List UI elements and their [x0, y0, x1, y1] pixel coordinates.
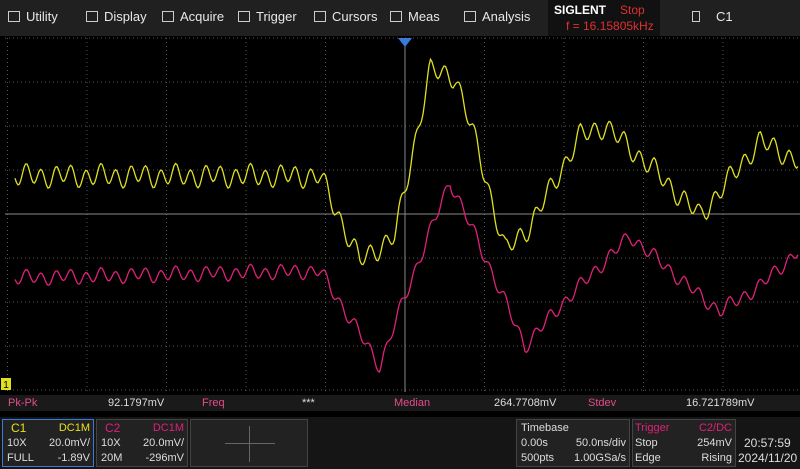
trigger-source: C2/DC: [698, 422, 732, 434]
clock-time: 20:57:59: [744, 436, 791, 450]
ch-offset: -1.89V: [57, 452, 90, 464]
waveform-display: 1: [1, 37, 800, 392]
trace-c2: [14, 185, 799, 373]
meas-label: Stdev: [588, 397, 617, 409]
add-channel[interactable]: [190, 419, 308, 467]
menu-display[interactable]: Display: [86, 9, 147, 24]
menu-meas[interactable]: Meas: [390, 9, 440, 24]
timebase-points: 500pts: [521, 452, 555, 464]
grid: [5, 37, 800, 392]
menu-label: Acquire: [180, 9, 225, 24]
timebase-box[interactable]: Timebase 0.00s 50.0ns/div 500pts 1.00GSa…: [516, 419, 630, 467]
menu-analysis[interactable]: Analysis: [464, 9, 530, 24]
menu-label: Meas: [408, 9, 440, 24]
ch-offset: -296mV: [145, 452, 184, 464]
timebase-delay: 0.00s: [521, 437, 548, 449]
trigger-title: Trigger: [635, 422, 670, 434]
ch-name: C2: [105, 421, 121, 435]
ch-coupling: DC1M: [152, 422, 184, 434]
channel-label: C1: [716, 9, 733, 24]
c1-marker: [1, 378, 11, 390]
menu-label: Cursors: [332, 9, 378, 24]
frequency: f = 16.15805kHz: [566, 19, 654, 33]
meas-value: 92.1797mV: [108, 397, 165, 409]
menu-trigger[interactable]: Trigger: [238, 9, 297, 24]
meas-value: 16.721789mV: [686, 397, 755, 409]
run-status: Stop: [620, 3, 645, 17]
ch-probe: 10X: [7, 437, 27, 449]
timebase-rate: 1.00GSa/s: [574, 452, 626, 464]
timebase-scale: 50.0ns/div: [575, 437, 626, 449]
menu-label: Trigger: [256, 9, 297, 24]
menu-acquire[interactable]: Acquire: [162, 9, 224, 24]
meas-label: Freq: [202, 397, 225, 409]
trigger-type: Edge: [635, 452, 661, 464]
plus-h: [225, 443, 275, 444]
measurement-bar: Pk-Pk 92.1797mV Freq *** Median 264.7708…: [0, 395, 800, 411]
status-panel: SIGLENT Stop f = 16.15805kHz: [548, 0, 660, 36]
ch-scale: 20.0mV/: [143, 437, 184, 449]
menu-bar: Utility Display Acquire Trigger Cursors …: [0, 0, 800, 36]
c2-box[interactable]: C2 DC1M 10X 20.0mV/ 20M -296mV: [96, 419, 188, 467]
meas-label: Median: [394, 397, 431, 409]
trigger-pos-marker: [398, 38, 412, 47]
clock-date: 2024/11/20: [738, 451, 798, 465]
trace-c1: [14, 57, 799, 266]
ch-bandwidth: FULL: [7, 452, 34, 464]
channel-select[interactable]: C1: [692, 9, 733, 24]
menu-utility[interactable]: Utility: [8, 9, 58, 24]
c1-marker-label: 1: [3, 380, 9, 391]
timebase-title: Timebase: [521, 422, 569, 434]
c1-box[interactable]: C1 DC1M 10X 20.0mV/ FULL -1.89V: [2, 419, 94, 467]
plus-v: [249, 426, 250, 462]
ch-probe: 10X: [101, 437, 121, 449]
menu-label: Display: [104, 9, 147, 24]
trigger-state: Stop: [635, 437, 658, 449]
menu-label: Utility: [26, 9, 58, 24]
meas-label: Pk-Pk: [8, 397, 38, 409]
meas-value: ***: [302, 397, 315, 409]
ch-coupling: DC1M: [58, 422, 90, 434]
ch-scale: 20.0mV/: [49, 437, 90, 449]
trigger-slope: Rising: [701, 452, 732, 464]
ch-name: C1: [11, 421, 27, 435]
menu-label: Analysis: [482, 9, 531, 24]
trigger-box[interactable]: Trigger C2/DC Stop 254mV Edge Rising: [632, 419, 736, 467]
status-bar: C1 DC1M 10X 20.0mV/ FULL -1.89V C2 DC1M …: [0, 417, 800, 469]
trigger-level: 254mV: [697, 437, 732, 449]
meas-value: 264.7708mV: [494, 397, 557, 409]
ch-bandwidth: 20M: [101, 452, 123, 464]
brand: SIGLENT: [554, 3, 607, 17]
menu-cursors[interactable]: Cursors: [314, 9, 378, 24]
